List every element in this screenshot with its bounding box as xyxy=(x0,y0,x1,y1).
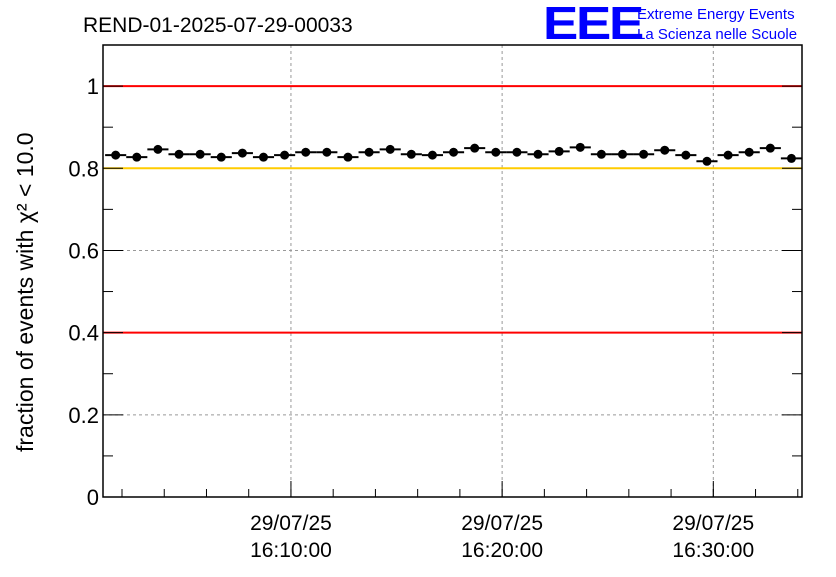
data-point xyxy=(216,152,226,162)
data-point xyxy=(406,149,416,159)
y-tick-label: 0.4 xyxy=(68,321,99,346)
data-point xyxy=(237,148,247,158)
y-tick-label: 0.8 xyxy=(68,156,99,181)
data-point xyxy=(723,150,733,160)
data-point xyxy=(554,146,564,156)
y-tick-label: 0.2 xyxy=(68,403,99,428)
data-point xyxy=(280,150,290,160)
data-point xyxy=(153,144,163,154)
data-point xyxy=(174,149,184,159)
y-axis-label: fraction of events with χ² < 10.0 xyxy=(12,132,38,452)
data-point xyxy=(639,149,649,159)
logo-line1: Extreme Energy Events xyxy=(637,6,795,23)
data-point xyxy=(364,147,374,157)
data-point xyxy=(596,149,606,159)
data-point xyxy=(111,150,121,160)
logo-line2: La Scienza nelle Scuole xyxy=(637,26,798,43)
data-point xyxy=(195,149,205,159)
data-point xyxy=(702,156,712,166)
data-point xyxy=(786,153,796,163)
data-point xyxy=(258,152,268,162)
x-tick-date: 29/07/25 xyxy=(672,512,754,535)
data-point xyxy=(343,152,353,162)
y-tick-label: 0.6 xyxy=(68,238,99,263)
x-tick-time: 16:30:00 xyxy=(672,539,754,562)
data-point xyxy=(575,142,585,152)
data-point xyxy=(301,147,311,157)
data-point xyxy=(132,152,142,162)
data-point xyxy=(617,149,627,159)
data-point xyxy=(322,147,332,157)
y-tick-label: 1 xyxy=(87,74,99,99)
data-point xyxy=(533,149,543,159)
data-point xyxy=(449,147,459,157)
data-point xyxy=(660,145,670,155)
data-point xyxy=(512,147,522,157)
y-tick-label: 0 xyxy=(87,485,99,510)
data-point xyxy=(491,147,501,157)
x-tick-date: 29/07/25 xyxy=(250,512,332,535)
plot-frame xyxy=(102,44,803,498)
data-point xyxy=(765,143,775,153)
data-point xyxy=(470,143,480,153)
chart-title: REND-01-2025-07-29-00033 xyxy=(83,14,353,37)
x-tick-time: 16:20:00 xyxy=(461,539,543,562)
data-point xyxy=(744,147,754,157)
x-tick-time: 16:10:00 xyxy=(250,539,332,562)
data-point xyxy=(427,150,437,160)
data-point xyxy=(385,144,395,154)
logo-mark: EEE xyxy=(543,0,644,49)
x-tick-date: 29/07/25 xyxy=(461,512,543,535)
data-point xyxy=(681,150,691,160)
